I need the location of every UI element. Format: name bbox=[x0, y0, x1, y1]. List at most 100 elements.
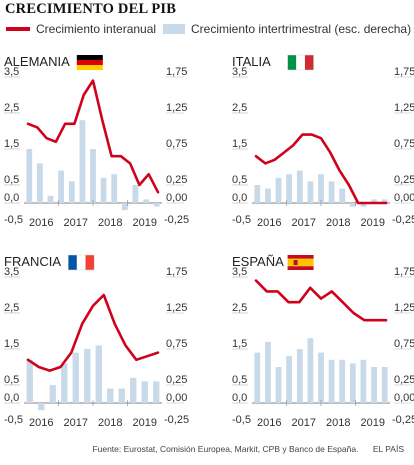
right-tick-label: 1,75 bbox=[394, 266, 414, 278]
flag-stripe bbox=[68, 255, 77, 270]
left-tick-label: 3,5 bbox=[232, 266, 247, 278]
flag-stripe bbox=[304, 55, 314, 70]
charts-area: ALEMANIA 3,5 2,5 1,5 0,5 0,0 -0,5 1,75 1,25 0,75 0… bbox=[4, 54, 414, 429]
x-tick-label: 2018 bbox=[98, 417, 122, 429]
bar bbox=[371, 367, 377, 403]
x-tick-label: 2018 bbox=[326, 417, 350, 429]
bar bbox=[26, 149, 33, 203]
x-tick-label: 2016 bbox=[257, 217, 281, 229]
x-tick-label: 2019 bbox=[361, 217, 385, 229]
bar bbox=[38, 403, 45, 411]
bar bbox=[381, 367, 388, 403]
left-tick-label: 2,5 bbox=[4, 102, 19, 114]
country-label: FRANCIA bbox=[4, 254, 61, 269]
bar bbox=[132, 185, 139, 203]
left-tick-label: 3,5 bbox=[232, 66, 247, 78]
right-tick-label: 1,25 bbox=[166, 302, 187, 314]
page-title: CRECIMIENTO DEL PIB bbox=[5, 1, 177, 17]
bar bbox=[286, 174, 292, 203]
brand-label: EL PAÍS bbox=[372, 444, 404, 454]
right-tick-label: 0,25 bbox=[394, 174, 414, 186]
bar bbox=[254, 352, 261, 403]
flag-stripe bbox=[76, 55, 103, 60]
right-tick-label: 0,25 bbox=[166, 174, 187, 186]
flag-stripe bbox=[76, 65, 103, 70]
left-tick-label: 0,0 bbox=[232, 392, 247, 404]
bar bbox=[265, 341, 271, 403]
left-tick-label: 2,5 bbox=[232, 102, 247, 114]
country-label: ESPAÑA bbox=[232, 254, 284, 269]
right-tick-label: 0,00 bbox=[394, 392, 414, 404]
bar bbox=[90, 149, 96, 203]
x-tick-label: 2016 bbox=[29, 217, 53, 229]
right-tick-label: -0,25 bbox=[392, 214, 414, 226]
left-tick-label: 3,5 bbox=[4, 266, 19, 278]
flag-stripe bbox=[296, 55, 305, 70]
legend-line-label: Crecimiento interanual bbox=[36, 22, 157, 36]
right-tick-label: 0,75 bbox=[166, 138, 187, 150]
bar bbox=[349, 363, 356, 403]
x-tick-label: 2019 bbox=[133, 217, 157, 229]
legend-item-line: Crecimiento interanual bbox=[6, 22, 156, 36]
x-tick-label: 2018 bbox=[98, 217, 122, 229]
bar bbox=[141, 381, 148, 403]
flag-stripe bbox=[85, 255, 95, 270]
italy-flag-icon bbox=[287, 54, 314, 71]
bar bbox=[118, 388, 125, 403]
bar bbox=[349, 203, 356, 207]
x-tick-label: 2016 bbox=[257, 417, 281, 429]
flag-stripe bbox=[287, 266, 314, 270]
bar bbox=[84, 349, 91, 403]
flag-border bbox=[287, 54, 314, 71]
bar bbox=[61, 363, 68, 403]
source-note: Fuente: Eurostat, Comisión Europea, Mark… bbox=[92, 444, 359, 454]
bar bbox=[328, 359, 335, 403]
line-series bbox=[254, 279, 388, 322]
right-tick-label: 0,75 bbox=[394, 138, 414, 150]
bar bbox=[68, 181, 75, 203]
left-tick-label: 2,5 bbox=[4, 302, 19, 314]
flag-stripe bbox=[287, 258, 314, 267]
right-tick-label: 0,75 bbox=[394, 338, 414, 350]
flag-border bbox=[67, 254, 95, 271]
x-tick-label: 2019 bbox=[133, 417, 157, 429]
country-label: ALEMANIA bbox=[4, 54, 70, 69]
left-tick-label: -0,5 bbox=[4, 414, 23, 426]
bar bbox=[153, 381, 160, 403]
bar bbox=[360, 203, 367, 207]
right-tick-label: -0,25 bbox=[164, 214, 189, 226]
bar bbox=[286, 356, 292, 403]
bar bbox=[107, 388, 114, 403]
right-tick-label: 0,25 bbox=[166, 374, 187, 386]
right-tick-label: 1,25 bbox=[166, 102, 187, 114]
bar bbox=[339, 188, 346, 203]
bar bbox=[318, 352, 324, 403]
flag-stripe bbox=[76, 255, 86, 270]
bar bbox=[26, 359, 33, 403]
legend-item-bar: Crecimiento intertrimestral (esc. derech… bbox=[163, 22, 411, 36]
right-tick-label: -0,25 bbox=[164, 414, 189, 426]
bar bbox=[275, 177, 282, 203]
bar bbox=[381, 199, 388, 203]
bar bbox=[95, 345, 102, 403]
bar bbox=[360, 359, 367, 403]
left-tick-label: 0,0 bbox=[232, 192, 247, 204]
flag-stripe bbox=[76, 60, 103, 65]
left-tick-label: 0,0 bbox=[4, 392, 19, 404]
left-tick-label: 1,5 bbox=[4, 338, 19, 350]
left-tick-label: 0,5 bbox=[232, 374, 247, 386]
bar bbox=[111, 174, 118, 203]
bar bbox=[371, 199, 377, 203]
right-tick-label: 1,25 bbox=[394, 102, 414, 114]
left-tick-label: 1,5 bbox=[232, 138, 247, 150]
bar bbox=[307, 181, 314, 203]
bar bbox=[79, 120, 86, 203]
x-tick-label: 2016 bbox=[29, 417, 53, 429]
right-tick-label: 0,00 bbox=[166, 392, 187, 404]
bar bbox=[339, 359, 346, 403]
left-tick-label: 0,5 bbox=[232, 174, 247, 186]
bar bbox=[328, 181, 335, 203]
left-tick-label: 0,5 bbox=[4, 174, 19, 186]
